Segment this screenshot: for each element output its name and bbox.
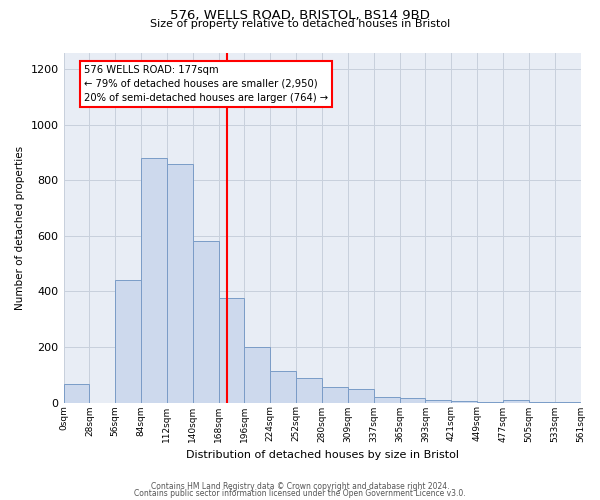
Bar <box>271 370 296 402</box>
Bar <box>64 384 89 402</box>
Text: 576 WELLS ROAD: 177sqm
← 79% of detached houses are smaller (2,950)
20% of semi-: 576 WELLS ROAD: 177sqm ← 79% of detached… <box>83 65 328 103</box>
Bar <box>167 164 193 402</box>
Bar <box>296 378 322 402</box>
Bar <box>244 347 271 403</box>
Bar <box>218 298 244 403</box>
Bar <box>141 158 167 402</box>
Bar <box>400 398 425 402</box>
Bar <box>503 400 529 402</box>
Text: Size of property relative to detached houses in Bristol: Size of property relative to detached ho… <box>150 19 450 29</box>
Bar <box>581 400 600 402</box>
Y-axis label: Number of detached properties: Number of detached properties <box>15 146 25 310</box>
Bar <box>374 397 400 402</box>
Bar <box>348 390 374 402</box>
Bar <box>193 242 218 402</box>
Text: Contains public sector information licensed under the Open Government Licence v3: Contains public sector information licen… <box>134 489 466 498</box>
X-axis label: Distribution of detached houses by size in Bristol: Distribution of detached houses by size … <box>185 450 458 460</box>
Bar <box>322 387 348 402</box>
Text: 576, WELLS ROAD, BRISTOL, BS14 9BD: 576, WELLS ROAD, BRISTOL, BS14 9BD <box>170 9 430 22</box>
Bar <box>425 400 451 402</box>
Bar <box>115 280 141 402</box>
Bar <box>451 401 477 402</box>
Text: Contains HM Land Registry data © Crown copyright and database right 2024.: Contains HM Land Registry data © Crown c… <box>151 482 449 491</box>
